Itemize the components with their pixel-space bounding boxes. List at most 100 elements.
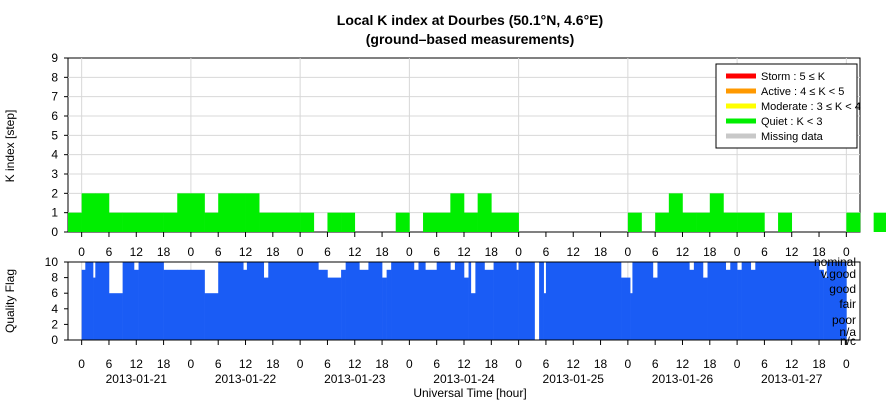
k-bar [163, 212, 178, 232]
quality-y-tick-label: 6 [51, 286, 58, 300]
quality-segment [454, 262, 465, 340]
date-labels: 2013-01-21 2013-01-22 2013-01-23 2013-01-24… [106, 372, 823, 386]
quality-x-tick-label: 12 [676, 357, 690, 371]
k-x-tick-label: 6 [106, 245, 113, 259]
quality-segment [218, 262, 244, 340]
quality-segment [475, 262, 485, 340]
quality-x-tick-label: 0 [515, 357, 522, 371]
quality-segment [468, 262, 472, 340]
quality-segment [391, 262, 415, 340]
k-x-tick-label: 12 [130, 245, 144, 259]
k-bar [491, 212, 506, 232]
quality-area [81, 262, 847, 340]
quality-x-tick-label: 18 [485, 357, 499, 371]
quality-flag-label: n/c [840, 334, 856, 348]
k-bar [190, 193, 205, 232]
quality-segment [108, 293, 123, 340]
k-x-tick-label: 12 [567, 245, 581, 259]
k-y-tick-label: 9 [51, 51, 58, 65]
quality-segment [737, 269, 742, 340]
date-label: 2013-01-23 [324, 372, 386, 386]
quality-x-tick-label: 6 [652, 357, 659, 371]
k-x-tick-label: 12 [239, 245, 253, 259]
k-x-tick-label: 6 [652, 245, 659, 259]
quality-segment [122, 262, 135, 340]
k-bar [272, 212, 287, 232]
quality-segment [81, 269, 86, 340]
quality-y-tick-label: 0 [51, 333, 58, 347]
k-bar [108, 212, 123, 232]
quality-y-axis-label: Quality Flag [3, 269, 17, 333]
k-bar [218, 193, 233, 232]
k-x-tick-label: 12 [348, 245, 362, 259]
k-bar [286, 212, 301, 232]
k-y-tick-label: 6 [51, 109, 58, 123]
quality-segment [823, 277, 828, 340]
quality-x-tick-label: 0 [843, 357, 850, 371]
quality-x-tick-label: 12 [239, 357, 253, 371]
quality-segment [539, 262, 544, 340]
k-index-y-axis-label: K index [step] [3, 110, 17, 183]
k-x-tick-label: 18 [266, 245, 280, 259]
k-x-tick-label: 12 [785, 245, 799, 259]
k-bar [477, 193, 492, 232]
date-label: 2013-01-26 [652, 372, 714, 386]
k-x-tick-label: 0 [843, 245, 850, 259]
quality-segment [450, 269, 456, 340]
quality-x-tick-label: 6 [106, 357, 113, 371]
k-y-tick-label: 0 [51, 225, 58, 239]
quality-segment [382, 277, 387, 340]
k-bar [423, 212, 437, 232]
quality-x-tick-label: 0 [625, 357, 632, 371]
quality-flag-label: v.good [821, 267, 856, 281]
k-index-y-ticks: 0 1 2 3 4 5 6 7 8 9 [51, 51, 68, 239]
quality-segment [163, 269, 178, 340]
quality-x-tick-label: 12 [457, 357, 471, 371]
k-x-tick-label: 0 [515, 245, 522, 259]
quality-x-tick-label: 18 [266, 357, 280, 371]
quality-segment [263, 277, 269, 340]
quality-x-tick-label: 12 [348, 357, 362, 371]
k-bar [737, 212, 752, 232]
quality-segment [177, 269, 205, 340]
quality-segment [702, 277, 708, 340]
k-bar [723, 212, 738, 232]
quality-segment [493, 262, 517, 340]
legend-label-storm: Storm : 5 ≤ K [761, 71, 826, 83]
k-bar [122, 212, 137, 232]
quality-segment [418, 262, 426, 340]
k-x-tick-label: 0 [406, 245, 413, 259]
k-x-tick-label: 0 [188, 245, 195, 259]
quality-flag-label: fair [839, 297, 856, 311]
date-label: 2013-01-22 [215, 372, 277, 386]
chart-title: Local K index at Dourbes (50.1°N, 4.6°E) [337, 12, 603, 28]
quality-x-tick-label: 0 [406, 357, 413, 371]
k-bar [395, 212, 410, 232]
k-y-tick-label: 5 [51, 128, 58, 142]
quality-segment [318, 269, 328, 340]
quality-x-tick-label: 18 [812, 357, 826, 371]
quality-segment [345, 262, 360, 340]
legend-label-active: Active : 4 ≤ K < 5 [761, 86, 844, 98]
quality-x-tick-label: 6 [324, 357, 331, 371]
date-label: 2013-01-25 [543, 372, 605, 386]
quality-x-tick-label: 12 [785, 357, 799, 371]
quality-segment [484, 269, 494, 340]
k-bar [300, 212, 315, 232]
quality-segment [750, 269, 756, 340]
k-x-tick-label: 18 [157, 245, 171, 259]
quality-segment [657, 262, 690, 340]
date-label: 2013-01-27 [761, 372, 823, 386]
quality-x-tick-label: 6 [433, 357, 440, 371]
quality-segment [518, 262, 535, 340]
legend-label-missing: Missing data [761, 131, 824, 143]
k-x-tick-label: 18 [375, 245, 389, 259]
quality-x-tick-label: 18 [157, 357, 171, 371]
k-x-tick-label: 6 [324, 245, 331, 259]
k-bar [750, 212, 765, 232]
k-x-tick-label: 6 [433, 245, 440, 259]
legend: Storm : 5 ≤ K Active : 4 ≤ K < 5 Moderat… [715, 63, 861, 149]
k-x-tick-label: 18 [703, 245, 717, 259]
quality-segment [204, 293, 219, 340]
